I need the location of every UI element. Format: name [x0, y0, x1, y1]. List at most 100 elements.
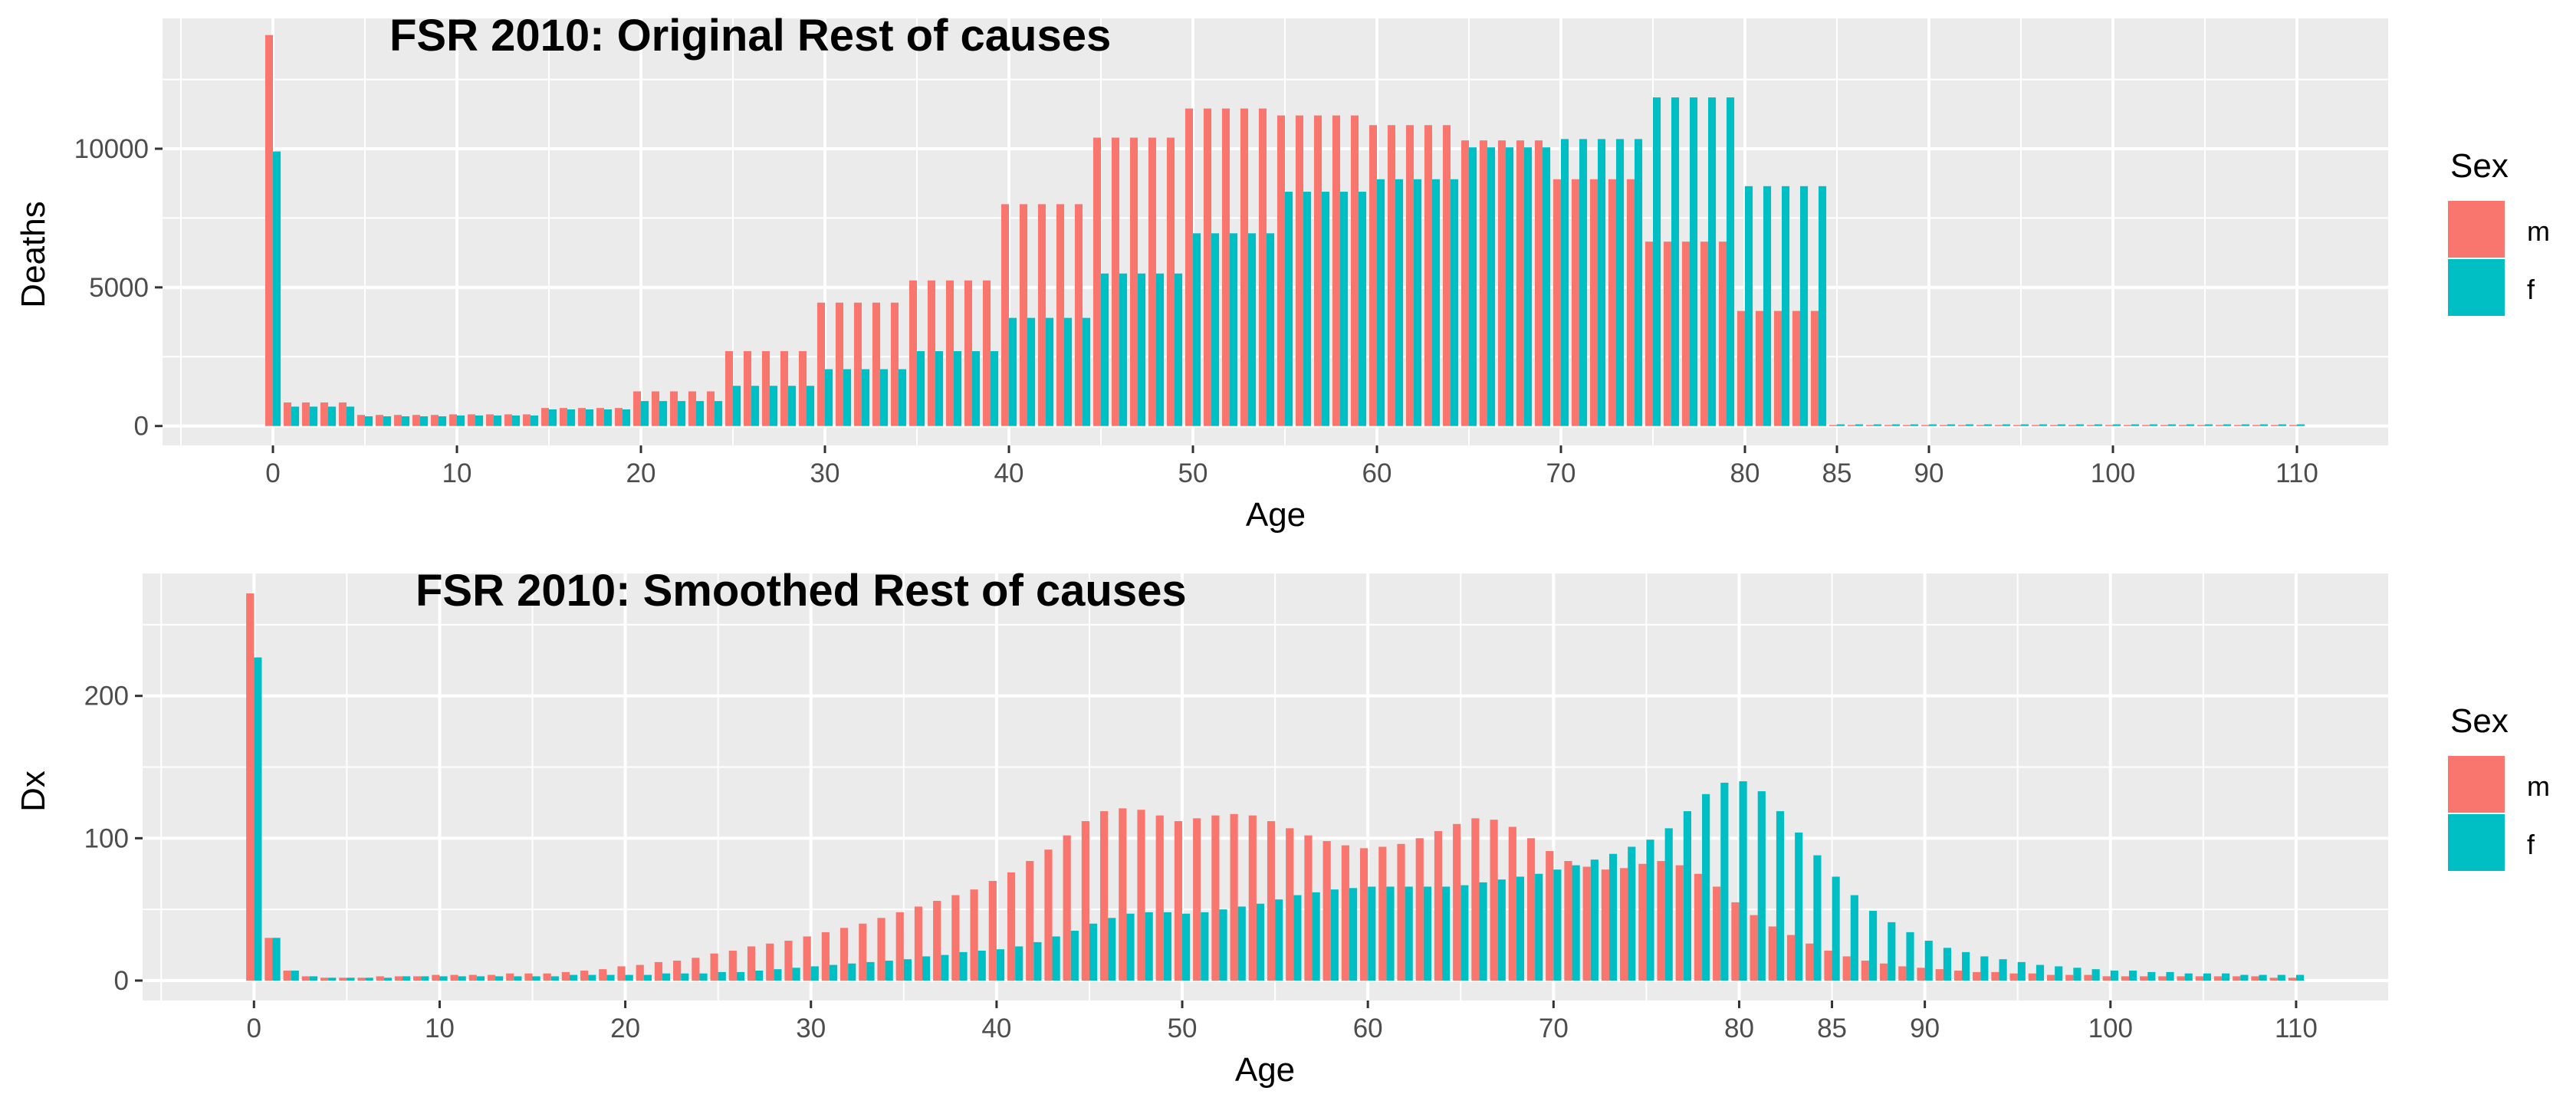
bar-f-age-63: [1432, 179, 1441, 426]
bar-m-age-20: [632, 391, 641, 426]
bar-m-age-109: [2270, 425, 2279, 426]
bar-f-age-23: [696, 401, 705, 426]
bar-m-age-80: [1731, 902, 1740, 981]
legend-label-m: m: [2527, 770, 2550, 802]
bar-f-age-87: [1868, 911, 1878, 981]
bar-m-age-43: [1056, 204, 1064, 426]
bar-f-age-96: [2039, 424, 2048, 426]
bar-f-age-75: [1646, 840, 1654, 981]
bar-f-age-87: [1874, 424, 1882, 426]
bar-f-age-93: [1980, 956, 1989, 981]
bar-f-age-28: [774, 969, 782, 981]
bar-f-age-15: [532, 976, 540, 981]
bar-m-age-54: [1258, 108, 1267, 426]
bar-f-age-103: [2166, 971, 2174, 981]
bar-f-age-47: [1126, 913, 1135, 981]
bar-f-age-80: [1739, 781, 1747, 981]
bar-f-age-71: [1579, 139, 1588, 426]
bar-m-age-64: [1442, 125, 1451, 426]
bar-m-age-39: [982, 280, 991, 426]
bar-m-age-101: [2123, 425, 2131, 426]
bar-m-age-19: [614, 408, 623, 426]
bar-m-age-62: [1405, 125, 1414, 426]
bar-m-age-18: [580, 971, 589, 981]
bar-m-age-89: [1902, 425, 1911, 426]
bar-m-age-33: [872, 302, 880, 426]
bar-m-age-45: [1081, 821, 1089, 981]
panel-smoothed: 0 10 20 30 40 50 60 70 80 85 90 100 110 0 100 200 FSR …: [15, 566, 2550, 1089]
bar-m-age-69: [1534, 140, 1543, 426]
bar-m-age-19: [599, 969, 607, 981]
bar-m-age-66: [1479, 140, 1487, 426]
legend-label-f: f: [2527, 829, 2535, 860]
bar-f-age-101: [2131, 424, 2140, 426]
bar-m-age-81: [1750, 915, 1758, 981]
bar-f-age-48: [1156, 273, 1165, 426]
bar-m-age-72: [1582, 866, 1591, 981]
bar-f-age-103: [2168, 424, 2177, 426]
bar-f-age-10: [457, 415, 465, 426]
bar-f-age-96: [2036, 964, 2045, 981]
bar-f-age-68: [1516, 876, 1525, 981]
bar-f-age-52: [1219, 909, 1227, 981]
bar-m-age-77: [1675, 865, 1684, 981]
bar-f-age-9: [421, 976, 429, 981]
bar-f-age-105: [2203, 973, 2212, 981]
bar-m-age-26: [728, 951, 737, 981]
bar-f-age-55: [1275, 899, 1283, 981]
bar-m-age-43: [1044, 849, 1053, 981]
bar-f-age-49: [1175, 273, 1183, 426]
bar-m-age-101: [2121, 976, 2129, 981]
bar-m-age-38: [964, 280, 972, 426]
bar-m-age-49: [1166, 137, 1175, 426]
bar-m-age-55: [1267, 821, 1276, 981]
bar-m-age-91: [1939, 425, 1947, 426]
bar-m-age-8: [394, 976, 403, 981]
bar-f-age-61: [1395, 179, 1404, 426]
bar-m-age-65: [1460, 140, 1469, 426]
series-m-bars: [264, 34, 2297, 426]
y-axis-label: Dx: [15, 770, 52, 812]
bar-m-age-64: [1434, 831, 1443, 981]
bar-m-age-65: [1453, 823, 1461, 981]
bar-m-age-53: [1230, 813, 1238, 981]
bar-f-age-105: [2205, 424, 2213, 426]
bar-f-age-25: [733, 386, 741, 426]
bar-m-age-86: [1842, 956, 1851, 981]
bar-f-age-62: [1414, 179, 1422, 426]
bar-m-age-51: [1203, 108, 1211, 426]
bar-f-age-39: [978, 951, 986, 981]
bar-m-age-103: [2158, 976, 2167, 981]
bar-m-age-14: [506, 973, 514, 981]
bar-f-age-17: [586, 409, 594, 426]
chart-title: FSR 2010: Original Rest of causes: [389, 11, 1111, 61]
x-tick-label: 80: [1724, 1014, 1754, 1043]
bar-m-age-109: [2269, 978, 2278, 981]
bar-f-age-100: [2110, 971, 2118, 981]
bar-f-age-42: [1046, 317, 1054, 426]
bar-m-age-50: [1184, 108, 1193, 426]
bar-f-age-77: [1690, 97, 1698, 426]
x-tick-label: 70: [1546, 458, 1576, 488]
bar-f-age-86: [1850, 895, 1858, 981]
bar-f-age-59: [1349, 888, 1358, 981]
bar-m-age-97: [2049, 425, 2058, 426]
x-tick-label: 10: [425, 1014, 455, 1043]
bar-f-age-29: [807, 386, 815, 426]
bar-f-age-92: [1966, 424, 1974, 426]
bar-f-age-83: [1800, 186, 1809, 426]
bar-m-age-51: [1193, 818, 1201, 981]
bar-m-age-41: [1019, 204, 1027, 426]
bar-f-age-11: [458, 976, 466, 981]
bar-m-age-6: [357, 978, 366, 981]
bar-m-age-29: [784, 941, 793, 981]
bar-m-age-17: [561, 971, 570, 981]
bar-f-age-56: [1303, 192, 1312, 426]
bar-m-age-73: [1608, 179, 1616, 426]
bar-m-age-62: [1397, 843, 1405, 981]
bar-f-age-65: [1460, 885, 1469, 981]
bar-m-age-83: [1792, 310, 1800, 426]
bar-f-age-37: [954, 351, 962, 426]
bar-m-age-84: [1810, 310, 1819, 426]
